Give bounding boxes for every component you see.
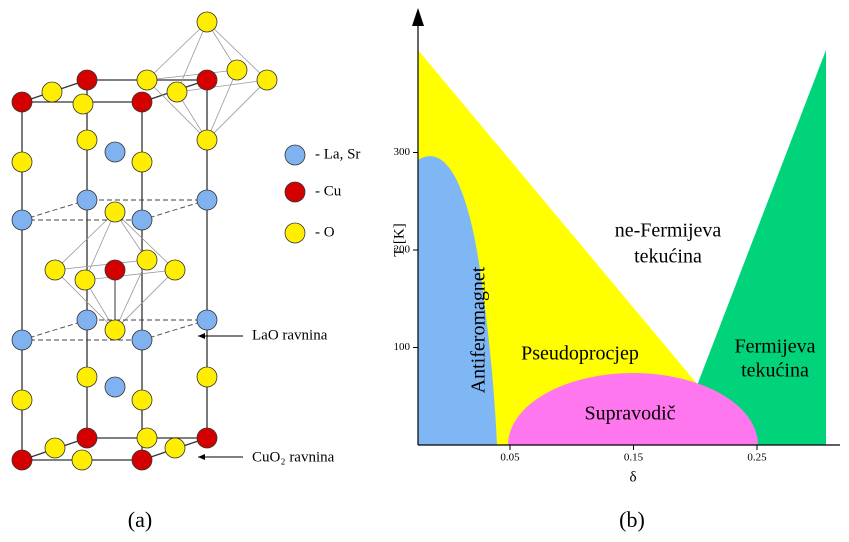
x-tick-label: 0.05 — [500, 452, 520, 464]
region-label: Antiferomagnet — [468, 266, 490, 393]
atom — [44, 437, 66, 459]
atom — [166, 81, 188, 103]
y-tick-label: 200 — [394, 244, 411, 256]
caption: (b) — [619, 507, 645, 532]
atom — [41, 81, 63, 103]
legend-swatch — [284, 222, 306, 244]
atom — [104, 319, 126, 341]
atom — [226, 59, 248, 81]
atom — [76, 69, 98, 91]
atoms — [11, 11, 278, 471]
atom — [131, 209, 153, 231]
atom — [76, 427, 98, 449]
atom — [11, 389, 33, 411]
y-tick-label: 100 — [394, 341, 411, 353]
atom — [11, 151, 33, 173]
region-label: ne-Fermijeva — [615, 220, 722, 242]
atom — [131, 389, 153, 411]
atom — [11, 329, 33, 351]
ticks: 100 200 300 0.05 0.15 0.25 — [394, 146, 768, 464]
plane-label: LaO ravnina — [252, 327, 328, 343]
atom — [11, 91, 33, 113]
atom — [131, 91, 153, 113]
atom — [136, 427, 158, 449]
atom — [104, 259, 126, 281]
atom — [74, 269, 96, 291]
atom — [136, 69, 158, 91]
atom — [131, 329, 153, 351]
atom — [76, 129, 98, 151]
atom — [44, 259, 66, 281]
legend-label: - O — [315, 224, 335, 240]
region-label: tekućina — [741, 360, 809, 382]
atom — [256, 69, 278, 91]
region-label: Pseudoprocjep — [521, 343, 639, 365]
atom — [164, 259, 186, 281]
atom — [11, 449, 33, 471]
atom — [104, 201, 126, 223]
atom — [196, 129, 218, 151]
y-tick-label: 300 — [394, 146, 411, 158]
y-axis-label: T [K] — [391, 223, 407, 256]
region-label: Fermijeva — [734, 336, 815, 358]
x-axis-label: δ — [629, 469, 636, 485]
atom — [76, 309, 98, 331]
atom — [131, 151, 153, 173]
atom — [196, 309, 218, 331]
atom — [76, 366, 98, 388]
legend-swatch — [284, 144, 306, 166]
atom — [136, 249, 158, 271]
legend-label: - La, Sr — [315, 146, 360, 162]
region-label: Supravodič — [584, 403, 675, 425]
region-label: tekućina — [634, 246, 702, 268]
atom — [164, 437, 186, 459]
atom — [104, 141, 126, 163]
plane-label: CuO₂ ravnina — [252, 449, 335, 465]
caption: (a) — [128, 507, 152, 532]
atom — [72, 93, 94, 115]
atom — [196, 11, 218, 33]
atom — [71, 449, 93, 471]
atom — [131, 449, 153, 471]
atom — [196, 69, 218, 91]
atom — [196, 366, 218, 388]
legend-swatch — [284, 181, 306, 203]
atom — [196, 427, 218, 449]
atom — [11, 209, 33, 231]
atom — [104, 376, 126, 398]
legend-label: - Cu — [315, 183, 342, 199]
x-tick-label: 0.25 — [747, 452, 767, 464]
atom — [76, 189, 98, 211]
x-tick-label: 0.15 — [624, 452, 644, 464]
phase-diagram — [412, 8, 840, 446]
atom — [196, 189, 218, 211]
